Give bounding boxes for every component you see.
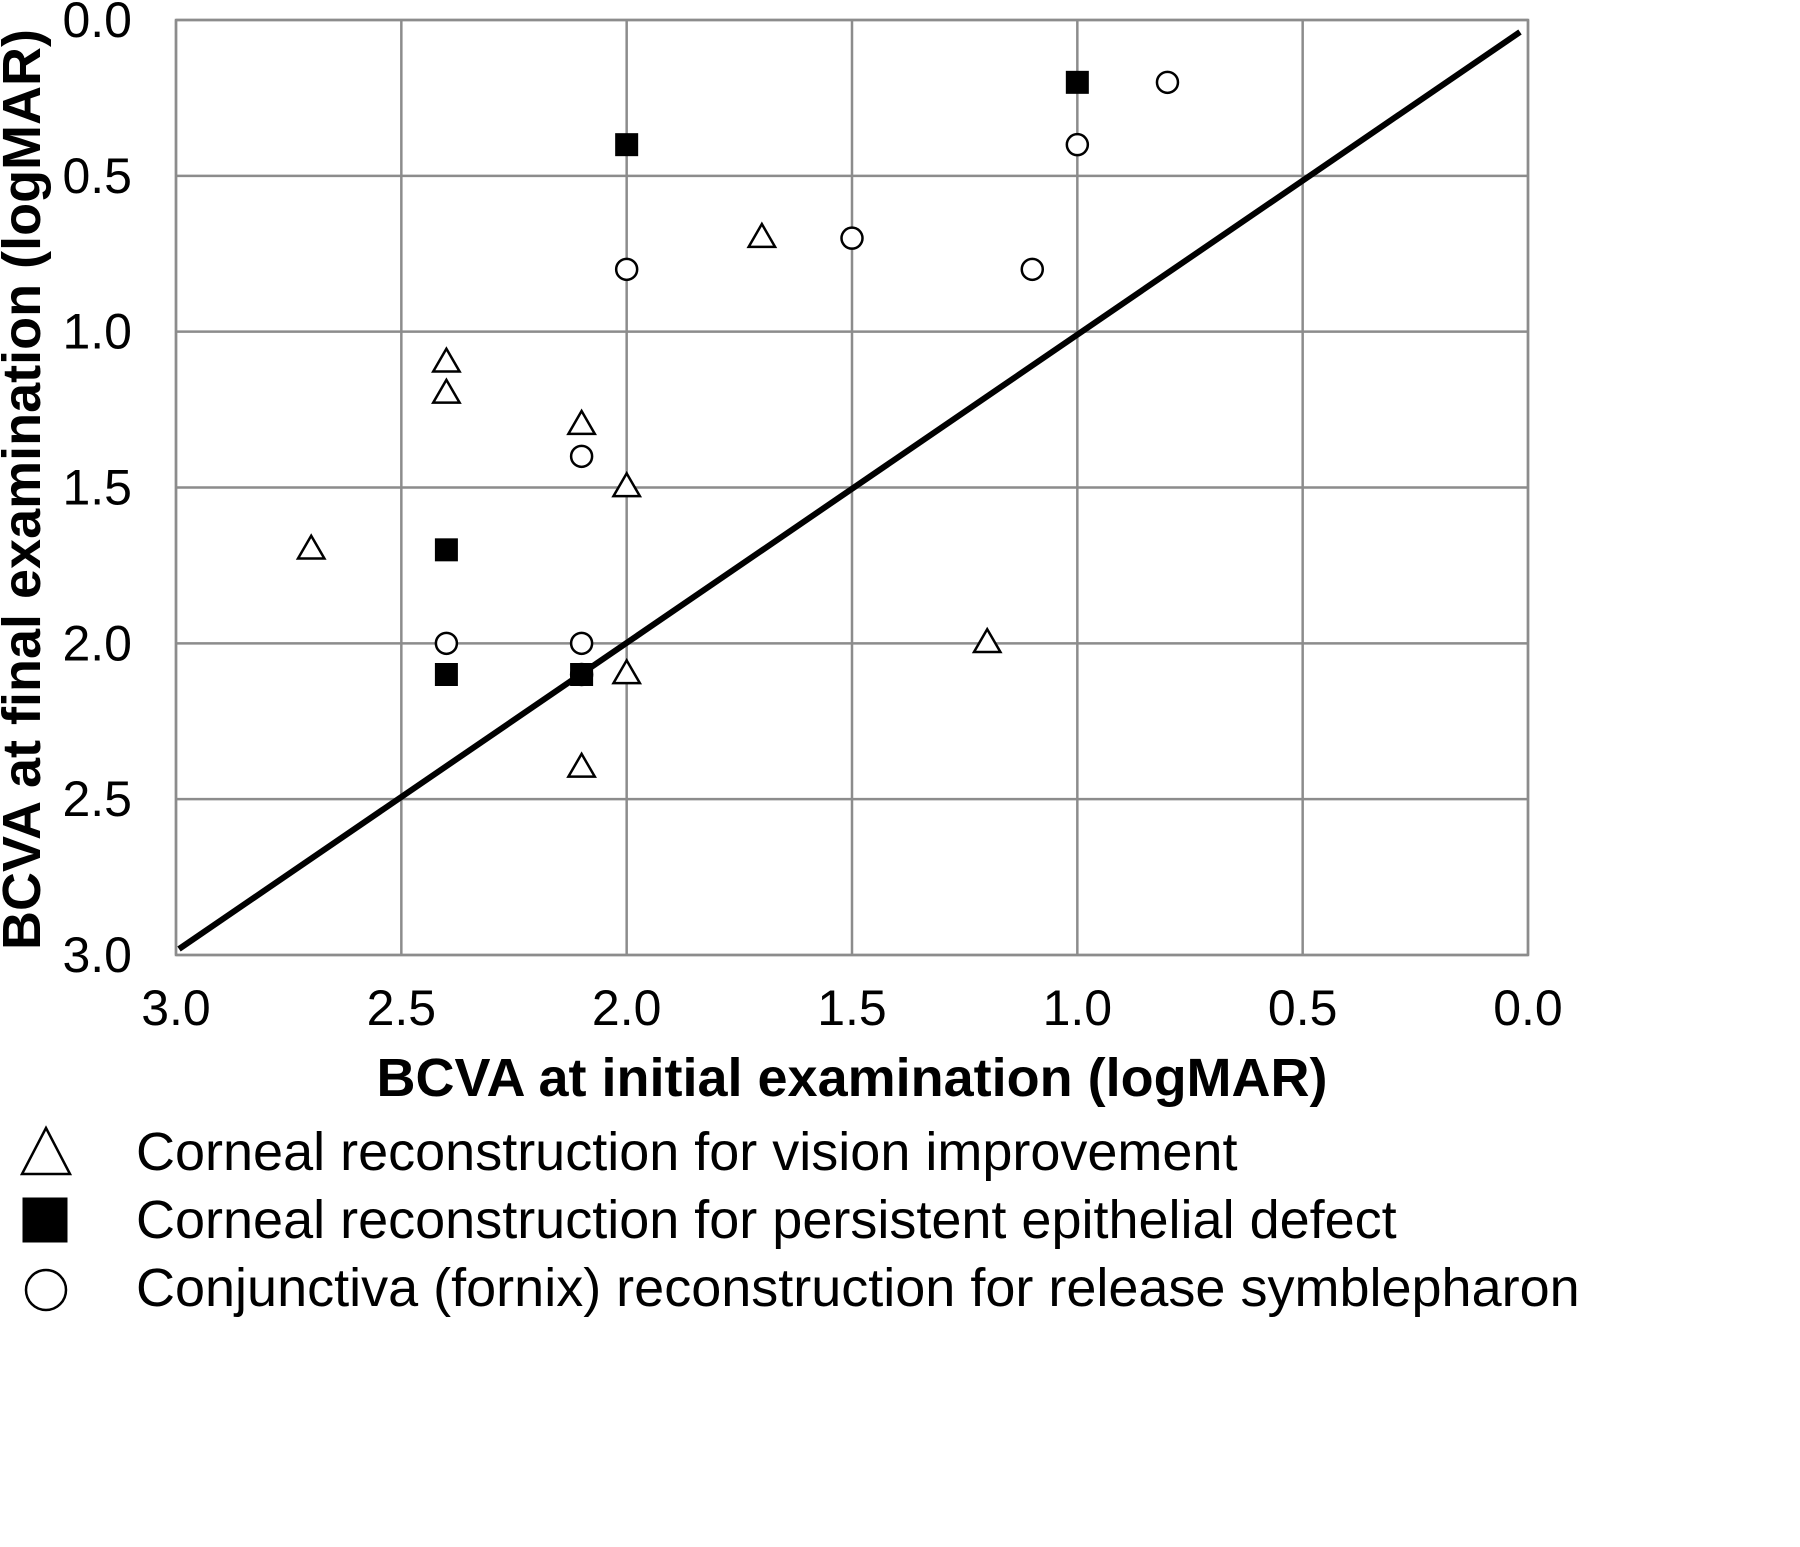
- circle-point: [840, 226, 864, 250]
- circle-point: [1020, 257, 1045, 282]
- y-tick-label: 3.0: [62, 927, 132, 983]
- y-tick-label: 1.0: [62, 304, 132, 360]
- y-tick-label: 2.5: [62, 771, 132, 827]
- legend-label-symblepharon: Conjunctiva (fornix) reconstruction for …: [136, 1258, 1580, 1318]
- square-point: [1065, 70, 1089, 94]
- triangle-point: [611, 470, 643, 498]
- triangle-point: [746, 221, 778, 249]
- legend-label-vision-improvement: Corneal reconstruction for vision improv…: [136, 1122, 1237, 1182]
- triangle-point: [431, 346, 462, 373]
- tick-labels: 3.0 2.5 2.0 1.5 1.0 0.5 0.0 0.0 0.5 1.0 1.5 2.0 2.5 3…: [62, 0, 1562, 1036]
- plot-area: [174, 18, 1530, 957]
- circle-point: [569, 444, 594, 469]
- square-icon: [22, 1197, 68, 1243]
- triangle-point: [611, 657, 643, 685]
- legend-label-epithelial-defect: Corneal reconstruction for persistent ep…: [136, 1190, 1397, 1250]
- identity-line: [177, 29, 1522, 952]
- x-tick-label: 2.0: [592, 980, 662, 1036]
- circle-point: [1065, 132, 1090, 157]
- x-tick-label: 2.5: [367, 980, 437, 1036]
- x-tick-label: 0.5: [1268, 980, 1338, 1036]
- y-axis-title: BCVA at final examination (logMAR): [0, 29, 52, 950]
- triangle-point: [566, 751, 597, 778]
- square-point: [615, 133, 639, 157]
- x-tick-label: 1.0: [1043, 980, 1113, 1036]
- x-axis-title: BCVA at initial examination (logMAR): [376, 1048, 1327, 1108]
- data-points: [295, 70, 1180, 778]
- reference-line-layer: [177, 29, 1522, 952]
- square-point: [434, 663, 458, 686]
- circle-point: [614, 257, 639, 282]
- legend-circle-icon: [24, 1268, 68, 1312]
- x-tick-label: 1.5: [817, 980, 887, 1036]
- y-tick-label: 1.5: [62, 460, 132, 516]
- y-tick-label: 2.0: [62, 615, 132, 671]
- x-tick-label: 3.0: [141, 980, 211, 1036]
- circle-point: [569, 631, 594, 656]
- triangle-icon: [19, 1125, 73, 1176]
- circle-point: [1155, 70, 1180, 95]
- x-tick-label: 0.0: [1493, 980, 1563, 1036]
- y-tick-label: 0.0: [62, 0, 132, 48]
- triangle-point: [431, 377, 462, 404]
- legend-square-icon: [22, 1197, 68, 1243]
- triangle-point: [295, 533, 327, 560]
- square-point: [434, 538, 458, 562]
- legend: Corneal reconstruction for vision improv…: [19, 1122, 1580, 1318]
- circle-icon: [24, 1268, 68, 1312]
- circle-point: [434, 631, 459, 656]
- triangle-point: [971, 626, 1003, 654]
- triangle-point: [566, 408, 597, 436]
- legend-triangle-icon: [19, 1125, 73, 1176]
- y-tick-label: 0.5: [62, 148, 132, 204]
- square-point: [570, 663, 594, 686]
